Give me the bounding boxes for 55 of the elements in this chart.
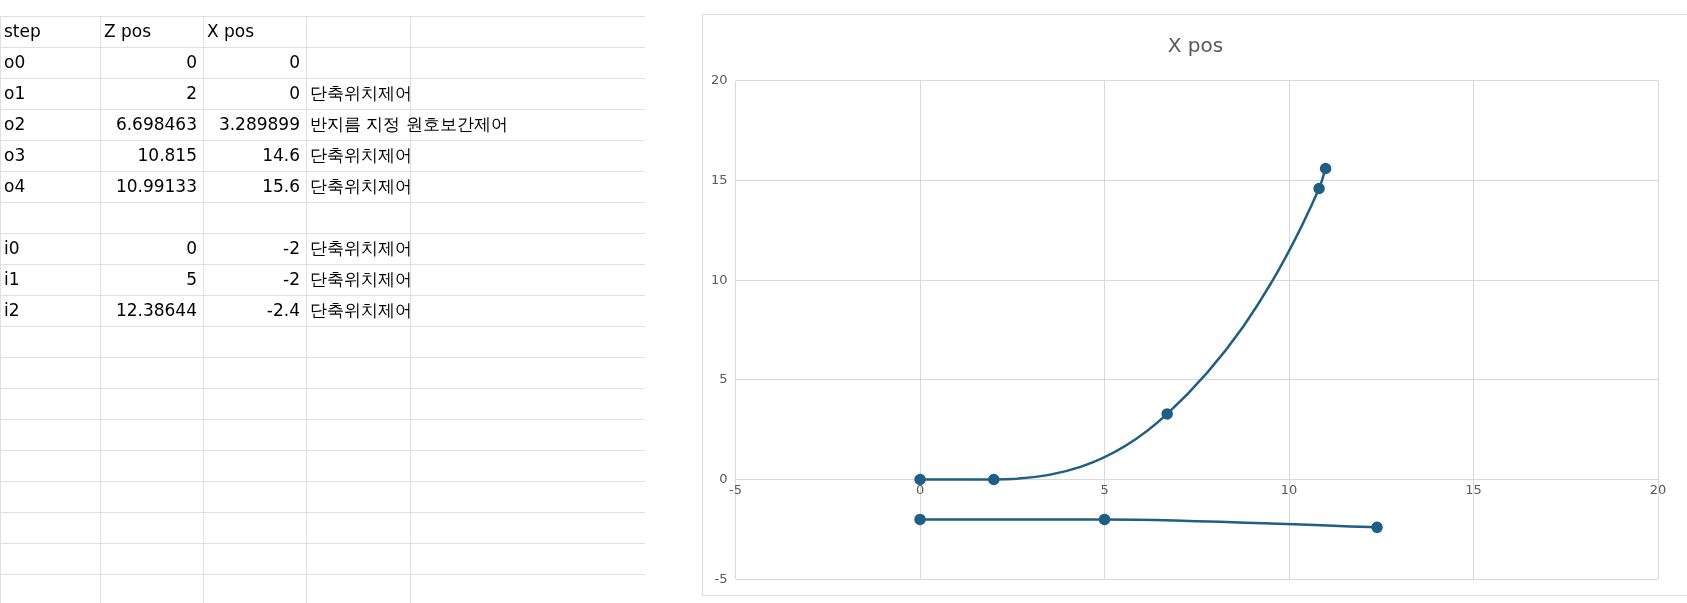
text: 단축위치제어 [310, 238, 412, 258]
text: 14.6 [262, 145, 300, 165]
text: 12.38644 [115, 300, 197, 320]
text: 6.698463 [115, 114, 197, 134]
text: 반지름 지정 원호보간제어 [310, 114, 508, 134]
point [914, 473, 926, 486]
text: 단축위치제어 [310, 300, 412, 320]
text: 단축위치제어 [310, 145, 412, 165]
y-tick-label: 10 [711, 271, 728, 287]
y-tick-label: -5 [714, 570, 728, 586]
text: 0 [186, 238, 197, 258]
text: 단축위치제어 [310, 176, 412, 196]
text: o3 [4, 145, 26, 165]
text: 5 [186, 269, 197, 289]
y-tick-label: 0 [719, 470, 728, 486]
x-tick-label: 20 [1649, 481, 1667, 497]
text: o1 [4, 83, 26, 103]
point [1098, 513, 1111, 526]
text: 15.6 [262, 176, 300, 196]
text: step [4, 21, 41, 41]
text: Z pos [104, 21, 152, 41]
text: -2.4 [266, 300, 300, 320]
text: i2 [4, 300, 20, 320]
x-tick-label: 10 [1280, 481, 1298, 497]
y-tick-label: 20 [711, 72, 728, 88]
point [1319, 162, 1332, 175]
text: 3.289899 [218, 114, 300, 134]
text: i1 [4, 269, 20, 289]
x-tick-label: 0 [915, 481, 925, 497]
text: o4 [4, 176, 26, 196]
point [1161, 408, 1173, 420]
text: o2 [4, 114, 26, 134]
text: -2 [283, 238, 300, 258]
x-tick-label: 5 [1100, 481, 1109, 497]
text: 0 [289, 52, 300, 72]
text: X pos [207, 21, 255, 41]
text: 0 [289, 83, 300, 103]
text: 0 [186, 52, 197, 72]
text: 단축위치제어 [310, 83, 412, 103]
chart-title: X pos [1166, 33, 1225, 57]
point [1371, 521, 1383, 534]
text: -2 [283, 269, 300, 289]
point [1313, 182, 1325, 195]
point [988, 473, 1000, 486]
text: 10.99133 [115, 176, 197, 196]
text: i0 [4, 238, 20, 258]
text: 10.815 [137, 145, 197, 165]
x-tick-label: 15 [1465, 481, 1482, 497]
text: 2 [186, 83, 197, 103]
y-tick-label: 15 [711, 171, 728, 187]
point [914, 513, 926, 526]
text: o0 [4, 52, 26, 72]
x-tick-label: -5 [729, 481, 743, 497]
y-tick-label: 5 [719, 371, 728, 387]
text: 단축위치제어 [310, 269, 412, 289]
